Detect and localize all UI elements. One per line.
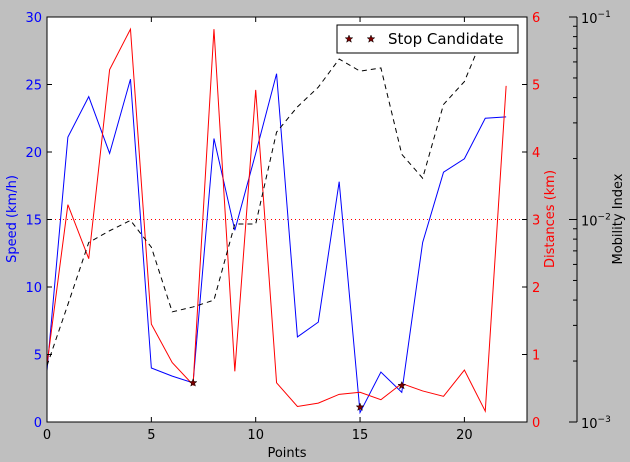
stop-candidate-marker xyxy=(188,378,198,387)
x-tick-label: 10 xyxy=(247,428,264,443)
x-tick-label: 20 xyxy=(456,428,473,443)
left-tick-label: 20 xyxy=(25,146,42,161)
mobility-tick-label: 10−3 xyxy=(581,415,611,432)
legend-stop-marker xyxy=(344,34,354,43)
x-axis-title: Points xyxy=(267,446,306,461)
right-tick-label: 4 xyxy=(532,146,540,161)
mobility-tick-label: 10−1 xyxy=(581,10,611,27)
left-tick-label: 25 xyxy=(25,79,42,94)
stop-candidate-marker xyxy=(355,402,365,411)
mobility-series-line xyxy=(46,28,507,366)
right-tick-label: 5 xyxy=(532,79,540,94)
distance-series-line xyxy=(46,27,507,414)
x-tick-label: 15 xyxy=(352,428,369,443)
series-layer xyxy=(46,27,507,415)
right-tick-label: 6 xyxy=(532,11,540,26)
legend: Stop Candidate xyxy=(336,24,519,54)
x-tick-label: 0 xyxy=(43,428,51,443)
mobility-axis-title: Mobility Index xyxy=(611,173,626,264)
right-tick-label: 2 xyxy=(532,281,540,296)
left-tick-label: 10 xyxy=(25,281,42,296)
left-tick-label: 30 xyxy=(25,11,42,26)
legend-label-stop-candidate: Stop Candidate xyxy=(388,30,504,48)
left-tick-label: 5 xyxy=(34,349,42,364)
legend-stop-marker xyxy=(366,34,376,43)
stop-candidate-marker xyxy=(397,380,407,390)
left-tick-label: 15 xyxy=(25,214,42,229)
left-axis-title: Speed (km/h) xyxy=(5,175,20,263)
mobility-tick-label: 10−2 xyxy=(581,213,611,230)
right-tick-label: 3 xyxy=(532,214,540,229)
right-tick-label: 0 xyxy=(532,416,540,431)
x-tick-label: 5 xyxy=(147,428,155,443)
stop-candidate-markers xyxy=(188,378,407,411)
legend-box xyxy=(336,24,519,54)
legend-marker-group xyxy=(344,34,376,43)
speed-series-line xyxy=(46,73,507,415)
right-tick-label: 1 xyxy=(532,349,540,364)
right-axis-title: Distances (km) xyxy=(543,170,558,268)
left-tick-label: 0 xyxy=(34,416,42,431)
ticks-layer: 0 5 10 15 20 0 5 10 15 20 25 30 0 1 2 3 4 5 6 10−3 10−2 10−1 xyxy=(25,10,610,443)
